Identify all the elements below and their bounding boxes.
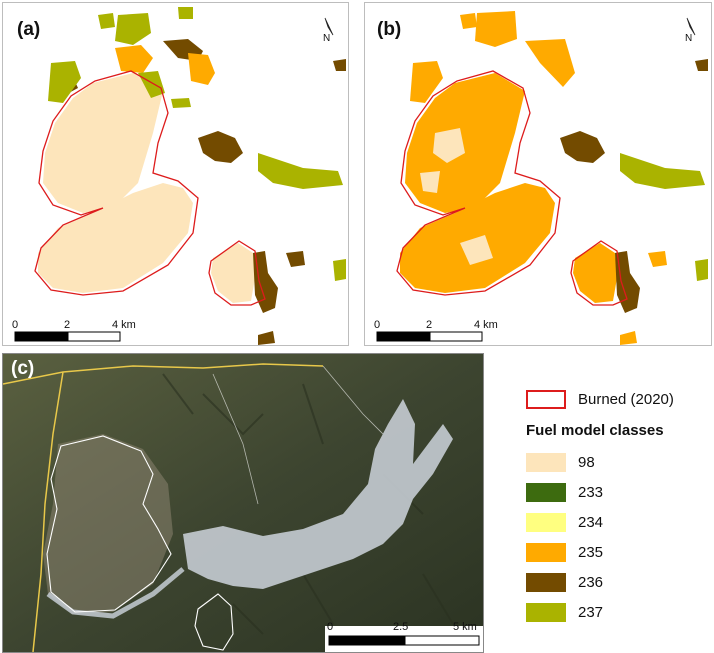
fuel-area-98 <box>43 73 163 213</box>
scale-tick-1: 2 <box>64 319 71 331</box>
panel-label-c: (c) <box>11 358 35 379</box>
scale-tick-0: 0 <box>12 319 19 331</box>
burned-perimeter <box>208 240 266 306</box>
fuel-area-236 <box>333 59 346 71</box>
satellite-panel-c: (c) 0 2.5 5 km <box>2 353 484 653</box>
fuel-area-235 <box>648 251 667 267</box>
legend-label: 233 <box>578 484 604 501</box>
legend-swatch-98 <box>526 453 566 472</box>
fuel-area-98 <box>38 183 193 293</box>
scale-bar-segment <box>67 331 121 342</box>
legend-swatch-233 <box>526 483 566 502</box>
legend-swatch-236 <box>526 573 566 592</box>
panel-label-a: (a) <box>17 19 41 40</box>
fuel-area-98 <box>460 235 493 265</box>
burned-outline <box>194 593 234 651</box>
fuel-area-237 <box>115 13 151 45</box>
north-arrow-icon <box>686 17 696 36</box>
legend-label: 236 <box>578 574 604 591</box>
legend-burned-row: Burned (2020) <box>526 390 674 409</box>
fuel-area-237 <box>138 71 165 98</box>
map-panel-a: (a) N 0 2 4 km <box>2 2 349 346</box>
fuel-area-236 <box>253 251 278 313</box>
fuel-area-237 <box>258 153 343 189</box>
burned-terrain <box>43 434 173 614</box>
legend-swatch-237 <box>526 603 566 622</box>
fuel-area-237 <box>178 7 193 19</box>
legend-heading: Fuel model classes <box>526 422 664 439</box>
scale-tick-2: 4 km <box>112 319 136 331</box>
burned-outline <box>46 435 172 613</box>
scale-tick-1: 2 <box>426 319 433 331</box>
scale-tick-1: 2.5 <box>393 621 409 633</box>
scale-bar-border <box>376 331 483 342</box>
legend-label: 235 <box>578 544 604 561</box>
river <box>46 567 185 619</box>
legend-item: 233 <box>526 483 603 502</box>
fuel-area-98 <box>420 171 440 193</box>
fuel-area-235 <box>620 331 637 345</box>
burned-perimeter <box>34 70 199 296</box>
legend-burned-label: Burned (2020) <box>578 391 674 408</box>
fuel-area-235 <box>188 53 215 85</box>
legend-item: 235 <box>526 543 603 562</box>
legend-item: 236 <box>526 573 603 592</box>
burned-perimeter <box>396 70 561 296</box>
fuel-area-237 <box>98 13 115 29</box>
north-label: N <box>323 33 331 44</box>
legend-label: 234 <box>578 514 604 531</box>
scale-bar-segment <box>329 636 405 645</box>
fuel-area-98 <box>433 128 465 163</box>
satellite-image <box>3 354 483 652</box>
legend-item: 234 <box>526 513 603 532</box>
scale-tick-2: 5 km <box>453 621 477 633</box>
legend-swatch-234 <box>526 513 566 532</box>
scale-tick-0: 0 <box>327 621 334 633</box>
fuel-area-235 <box>525 39 575 87</box>
legend-label: 98 <box>578 454 595 471</box>
fuel-area-236 <box>198 131 243 163</box>
north-arrow-icon <box>324 17 334 36</box>
scale-bar-segment <box>429 331 483 342</box>
fuel-area-236 <box>615 251 640 313</box>
road <box>3 363 324 652</box>
fuel-area-235 <box>115 45 153 73</box>
fuel-area-236 <box>258 331 275 345</box>
burned-perimeter <box>570 240 628 306</box>
scale-tick-2: 4 km <box>474 319 498 331</box>
scale-bar-segment <box>404 635 480 646</box>
fuel-area-235 <box>573 243 617 303</box>
fuel-area-235 <box>460 13 477 29</box>
fuel-area-236 <box>286 251 305 267</box>
road <box>212 365 384 505</box>
legend-item: 98 <box>526 453 595 472</box>
fuel-area-237 <box>171 98 191 108</box>
scale-tick-0: 0 <box>374 319 381 331</box>
fuel-area-237 <box>620 153 705 189</box>
scale-bar-border <box>328 635 480 646</box>
scale-bar-segment <box>377 332 430 341</box>
legend-item: 237 <box>526 603 603 622</box>
map-panel-b: (b) N 0 2 4 km <box>364 2 712 346</box>
legend-label: 237 <box>578 604 604 621</box>
fuel-area-237 <box>48 61 81 103</box>
fuel-area-235 <box>410 61 443 103</box>
fuel-area-236 <box>560 131 605 163</box>
north-label: N <box>685 33 693 44</box>
scale-bar-border <box>14 331 121 342</box>
fuel-area-235 <box>475 11 517 47</box>
reservoir <box>183 399 453 589</box>
scale-bar-segment <box>15 332 68 341</box>
legend: Burned (2020) Fuel model classes 98 233 … <box>526 390 712 622</box>
legend-swatch-burned <box>526 390 566 409</box>
legend-swatch-235 <box>526 543 566 562</box>
fuel-area-237 <box>333 259 346 281</box>
fuel-map-b <box>376 11 708 345</box>
fuel-map-a <box>14 7 346 345</box>
fuel-area-98 <box>211 243 255 303</box>
fuel-area-237 <box>695 259 708 281</box>
fuel-area-236 <box>695 59 708 71</box>
panel-label-b: (b) <box>377 19 402 40</box>
